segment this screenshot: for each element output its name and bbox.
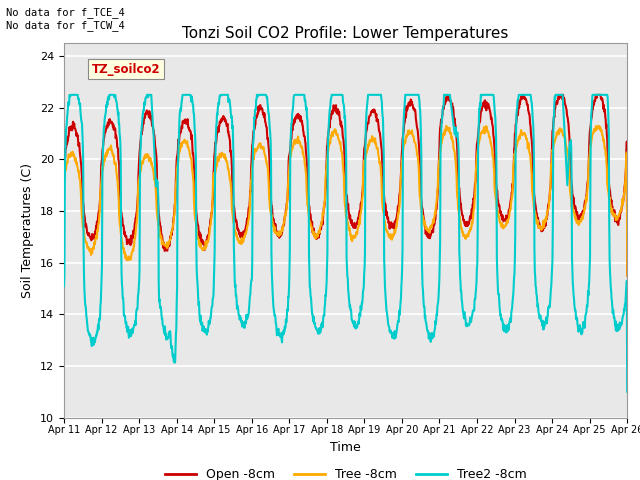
Tree2 -8cm	[623, 389, 631, 395]
Open -8cm	[186, 127, 193, 133]
Tree2 -8cm	[433, 304, 441, 310]
Line: Open -8cm: Open -8cm	[64, 95, 627, 276]
Open -8cm	[507, 196, 515, 202]
Open -8cm	[557, 92, 564, 98]
Line: Tree -8cm: Tree -8cm	[64, 126, 627, 276]
Tree -8cm	[60, 176, 68, 182]
Tree2 -8cm	[66, 92, 74, 98]
Text: TZ_soilco2: TZ_soilco2	[92, 63, 160, 76]
Tree -8cm	[623, 273, 631, 278]
Tree2 -8cm	[557, 92, 564, 98]
Tree2 -8cm	[249, 162, 257, 168]
Open -8cm	[248, 142, 256, 147]
Tree -8cm	[433, 194, 441, 200]
Legend: Open -8cm, Tree -8cm, Tree2 -8cm: Open -8cm, Tree -8cm, Tree2 -8cm	[159, 463, 532, 480]
Tree -8cm	[248, 164, 256, 169]
Open -8cm	[444, 92, 452, 98]
Open -8cm	[433, 200, 441, 206]
Tree2 -8cm	[186, 92, 193, 98]
Tree -8cm	[442, 123, 450, 129]
Tree -8cm	[507, 201, 515, 206]
Line: Tree2 -8cm: Tree2 -8cm	[64, 95, 627, 392]
Tree -8cm	[172, 188, 179, 194]
Y-axis label: Soil Temperatures (C): Soil Temperatures (C)	[22, 163, 35, 298]
Tree2 -8cm	[172, 331, 180, 337]
Tree2 -8cm	[60, 283, 68, 289]
Tree -8cm	[557, 129, 564, 134]
Tree2 -8cm	[507, 319, 515, 325]
Text: No data for f_TCE_4
No data for f_TCW_4: No data for f_TCE_4 No data for f_TCW_4	[6, 7, 125, 31]
Open -8cm	[60, 162, 68, 168]
Tree -8cm	[186, 147, 193, 153]
Open -8cm	[623, 273, 631, 278]
Open -8cm	[172, 194, 179, 200]
X-axis label: Time: Time	[330, 441, 361, 454]
Title: Tonzi Soil CO2 Profile: Lower Temperatures: Tonzi Soil CO2 Profile: Lower Temperatur…	[182, 25, 509, 41]
